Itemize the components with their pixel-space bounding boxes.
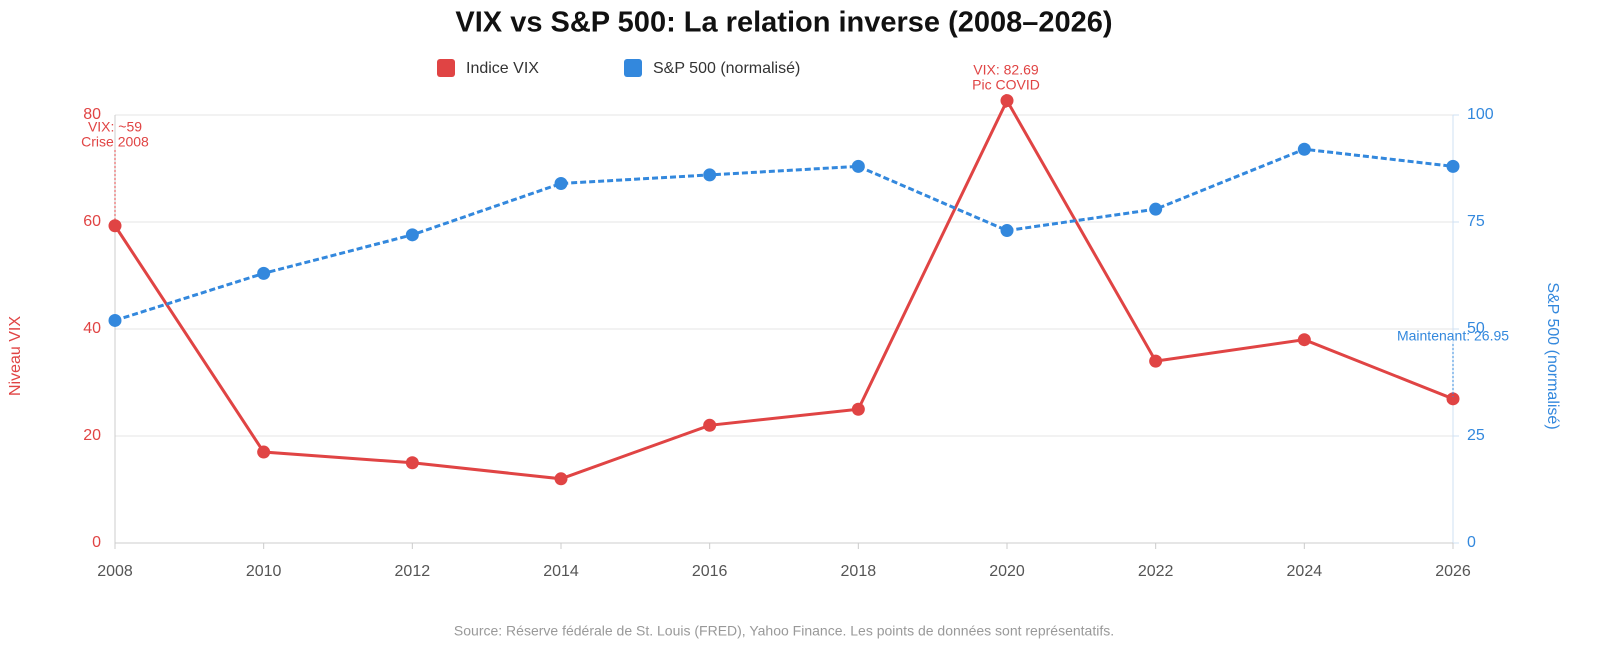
y2-tick-label: 75 bbox=[1467, 213, 1485, 230]
annotation-text: Crise 2008 bbox=[81, 134, 149, 150]
data-point bbox=[108, 219, 122, 233]
y-tick-label: 20 bbox=[83, 427, 101, 444]
x-tick-label: 2024 bbox=[1287, 563, 1323, 580]
legend-swatch bbox=[437, 59, 455, 77]
y-tick-label: 0 bbox=[92, 534, 101, 551]
y2-tick-label: 0 bbox=[1467, 534, 1476, 551]
y2-tick-label: 50 bbox=[1467, 320, 1485, 337]
annotation-text: Pic COVID bbox=[972, 77, 1040, 93]
data-point bbox=[1446, 159, 1460, 173]
x-tick-label: 2008 bbox=[97, 563, 133, 580]
x-tick-label: 2010 bbox=[246, 563, 282, 580]
series-line bbox=[113, 97, 1454, 481]
y2-tick-label: 25 bbox=[1467, 427, 1485, 444]
data-point bbox=[257, 266, 271, 280]
data-point bbox=[851, 402, 865, 416]
data-point bbox=[405, 456, 419, 470]
data-point bbox=[1000, 94, 1014, 108]
data-point bbox=[1000, 224, 1014, 238]
legend-label: S&P 500 (normalisé) bbox=[653, 60, 800, 77]
y2-tick-label: 100 bbox=[1467, 106, 1494, 123]
x-tick-label: 2026 bbox=[1435, 563, 1471, 580]
data-point bbox=[1446, 392, 1460, 406]
data-point bbox=[1149, 354, 1163, 368]
data-point bbox=[257, 445, 271, 459]
x-tick-label: 2022 bbox=[1138, 563, 1174, 580]
chart-title: VIX vs S&P 500: La relation inverse (200… bbox=[455, 7, 1112, 39]
x-tick-label: 2012 bbox=[395, 563, 431, 580]
x-tick-label: 2020 bbox=[989, 563, 1025, 580]
data-point bbox=[405, 228, 419, 242]
y-tick-label: 40 bbox=[83, 320, 101, 337]
x-tick-label: 2014 bbox=[543, 563, 579, 580]
data-point bbox=[1297, 142, 1311, 156]
data-point bbox=[703, 168, 717, 182]
annotation-text: Maintenant: 26.95 bbox=[1397, 328, 1509, 344]
data-point bbox=[703, 418, 717, 432]
legend-swatch bbox=[624, 59, 642, 77]
legend-label: Indice VIX bbox=[466, 60, 539, 77]
y2-axis-label: S&P 500 (normalisé) bbox=[1544, 282, 1561, 429]
data-point bbox=[1297, 333, 1311, 347]
y-tick-label: 80 bbox=[83, 106, 101, 123]
data-point bbox=[851, 159, 865, 173]
y-tick-label: 60 bbox=[83, 213, 101, 230]
series-line bbox=[114, 147, 1454, 322]
x-tick-label: 2018 bbox=[841, 563, 877, 580]
data-point bbox=[108, 313, 122, 327]
x-tick-label: 2016 bbox=[692, 563, 728, 580]
data-point bbox=[554, 176, 568, 190]
y-axis-label: Niveau VIX bbox=[7, 316, 24, 396]
data-point bbox=[1149, 202, 1163, 216]
annotation-text: VIX: 82.69 bbox=[973, 62, 1039, 78]
source-note: Source: Réserve fédérale de St. Louis (F… bbox=[454, 623, 1114, 639]
data-point bbox=[554, 472, 568, 486]
annotation-text: VIX: ~59 bbox=[88, 119, 142, 135]
